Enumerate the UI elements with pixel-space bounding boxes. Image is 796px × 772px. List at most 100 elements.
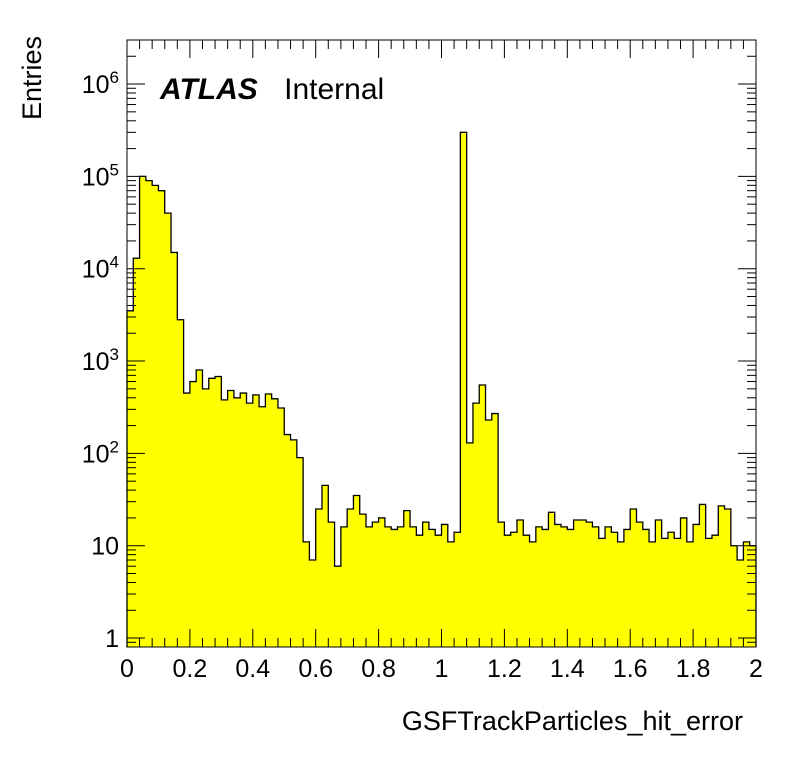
y-axis-title: Entries [17,36,47,120]
histogram-bin [598,538,606,647]
atlas-label-text: Internal [284,73,384,106]
x-tick-label: 1.8 [676,655,711,683]
y-tick-label: 106 [82,68,119,99]
x-tick-label: 1 [435,655,449,683]
histogram-bin [403,510,411,647]
y-tick-label: 102 [82,437,119,468]
histogram-bin [623,529,631,647]
histogram-bin [171,252,178,647]
histogram-bin [548,512,556,647]
histogram-bin [359,514,367,647]
histogram-bin [693,524,700,647]
histogram-bin [479,385,486,647]
histogram-bin [410,526,417,647]
histogram-bin [686,541,694,647]
x-tick-label: 1.6 [613,655,648,683]
histogram-bin [749,545,757,647]
histogram-bin [271,398,279,647]
x-tick-labels: 0 0.2 0.4 0.6 0.8 1 1.2 1.4 1.6 1.8 2 [120,655,763,683]
axis-ticks-layer [126,39,757,648]
histogram-bin [711,535,719,647]
histogram-bin [290,439,298,647]
x-tick-label: 0.8 [361,655,396,683]
histogram-bin [554,524,562,647]
x-tick-label: 1.2 [487,655,522,683]
histogram-bin [510,532,518,647]
histogram-bin [674,538,681,647]
histogram-bin [196,370,203,647]
histogram-bin [158,190,166,647]
histogram-bin [133,258,140,647]
histogram-bin [586,522,593,647]
histogram-bin [246,403,254,647]
histogram-bin [145,180,153,648]
histogram-bin [724,508,732,647]
histogram-bin [303,541,310,647]
histogram-bin [447,541,455,647]
histogram-bin [730,545,738,647]
histogram-bin [221,399,229,647]
x-tick-label: 0.6 [298,655,333,683]
histogram-bin [321,485,329,647]
histogram-bin [454,532,461,647]
x-tick-label: 0.4 [235,655,270,683]
histogram-bin [617,541,625,647]
histogram-bin [259,406,266,647]
histogram-bin [227,390,235,647]
histogram-bin [718,505,725,647]
x-tick-label: 1.4 [550,655,585,683]
histogram-bin [636,522,644,647]
histogram-bin [284,434,291,647]
histogram-bin [504,535,512,647]
histogram-bin [152,185,159,647]
histogram-bin [378,517,386,647]
x-tick-label: 2 [749,655,763,683]
histogram-bin [315,508,323,647]
histogram-bin [611,532,619,647]
histogram-bin [649,541,656,647]
histogram-bin [680,517,688,647]
histogram-bin [296,457,304,647]
histogram-bin [334,566,342,647]
histogram-bin [309,560,317,647]
histogram-bin [139,176,147,647]
y-tick-label: 105 [82,160,119,191]
histogram-bin [661,538,669,647]
histogram-outline [126,131,757,647]
y-tick-label: 103 [82,345,119,376]
y-tick-label: 1 [105,625,119,653]
histogram-bin [460,132,468,647]
histogram-bin [428,529,436,647]
histogram-bin [516,519,524,647]
histogram-bin [384,526,392,647]
histogram-bin [353,495,361,647]
x-tick-label: 0 [120,655,134,683]
histogram-bin [579,519,587,647]
histogram-bin [523,535,530,647]
histogram-bin [472,403,480,647]
histogram-bin [699,504,707,647]
histogram-bin [435,535,442,647]
histogram-bin [391,529,398,647]
histogram-bin [630,508,637,647]
y-tick-label: 10 [91,533,119,561]
histogram-bin [743,541,751,647]
histogram-bin [164,213,172,647]
histogram-bin [366,526,373,647]
histogram-bin [177,319,185,647]
histogram-bin [466,442,474,647]
y-tick-labels: 1 10 102 103 104 105 106 [82,68,119,653]
histogram-bin [567,529,574,647]
y-tick-label: 104 [82,253,119,284]
histogram-bin [252,394,260,647]
histogram-bars-layer [126,131,757,648]
histogram-bin [642,529,650,647]
histogram-bin [347,508,354,647]
histogram-bin [372,522,379,647]
histogram-bin [491,413,499,647]
x-tick-label: 0.2 [173,655,208,683]
atlas-label-bold: ATLAS [159,73,258,106]
histogram-bin [655,519,663,647]
histogram-bin [542,529,549,647]
